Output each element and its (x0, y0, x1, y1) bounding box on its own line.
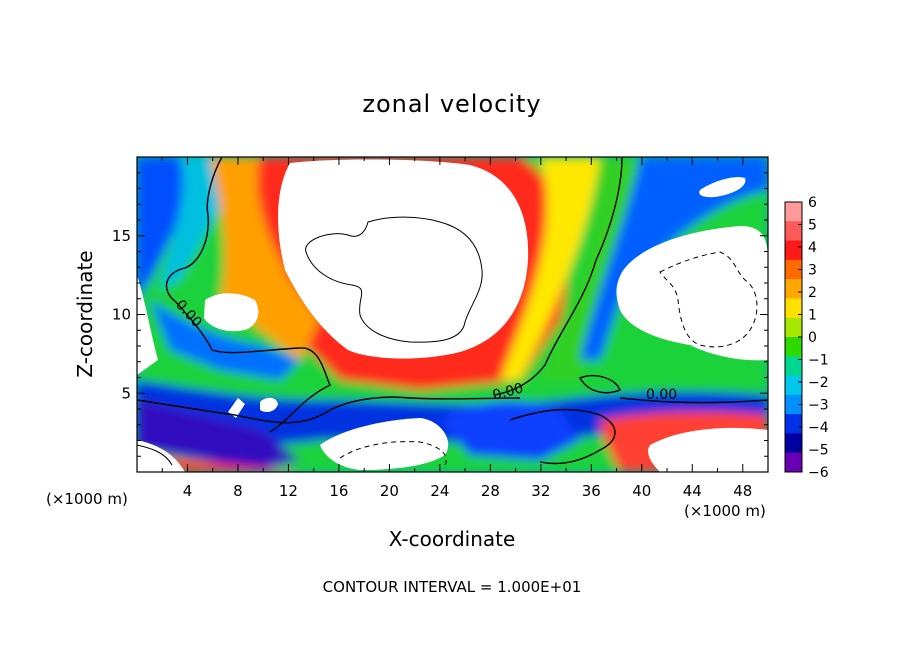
colorbar-swatch (785, 356, 802, 377)
saturated-regions (137, 159, 768, 472)
colorbar-tick-label: −1 (808, 353, 829, 369)
x-axis-label: X-coordinate (389, 527, 516, 551)
colorbar-swatch (785, 452, 802, 473)
contour-left-thin (137, 444, 173, 466)
contour-dashed-bottom (339, 441, 447, 466)
colorbar-tick-label: 6 (808, 195, 817, 211)
colorbar-swatch (785, 279, 802, 299)
thin-contours (137, 216, 483, 466)
colorbar-swatch (785, 317, 802, 338)
x-axis: 4 8 12 16 20 24 28 32 36 40 44 48 (161, 157, 752, 500)
field-midleft-blue (150, 300, 300, 380)
field-right-blue (580, 157, 768, 360)
contour-bottom-zero (137, 396, 521, 424)
dashed-contours (339, 251, 758, 466)
x-tick-label: 48 (733, 482, 752, 500)
white-region-right (616, 226, 768, 361)
field-lower-purple (137, 400, 300, 470)
x-tick-label: 16 (329, 482, 348, 500)
y-tick-label: 5 (121, 384, 131, 402)
white-patch-left2 (260, 397, 278, 412)
plot-area: 0.00 0.00 0.00 (136, 156, 769, 473)
contour-top-region (305, 216, 483, 343)
colorbar-tick-label: 4 (808, 240, 817, 256)
contour-label-right: 0.00 (646, 387, 677, 403)
field-right-green (540, 157, 650, 380)
x-unit-right: (×1000 m) (684, 502, 766, 520)
x-tick-label: 12 (279, 482, 298, 500)
zero-contours (137, 157, 768, 465)
colorbar-swatch (785, 240, 802, 261)
contour-interval-footer: CONTOUR INTERVAL = 1.000E+01 (323, 578, 582, 596)
colorbar-tick-label: 1 (808, 308, 817, 324)
colorbar-tick-label: −5 (808, 443, 829, 459)
y-tick-label: 15 (112, 227, 131, 245)
x-tick-label: 36 (582, 482, 601, 500)
colorbar-tick-label: −2 (808, 375, 829, 391)
x-tick-label: 32 (531, 482, 550, 500)
white-region-bottommid (320, 418, 449, 470)
colorbar-tick-label: −3 (808, 398, 829, 414)
contour-left-zero (165, 157, 331, 433)
x-tick-label: 20 (380, 482, 399, 500)
contour-mid-right-zero (578, 374, 621, 394)
colorbar-swatch (785, 298, 802, 319)
white-region-top (278, 159, 529, 359)
field-center-blue (440, 401, 580, 460)
y-tick-label: 10 (112, 306, 131, 324)
colorbar: 6 5 4 3 2 1 0 −1 −2 −3 −4 −5 −6 (784, 195, 829, 481)
colorbar-tick-label: −4 (808, 420, 829, 436)
white-ellipse-topright (699, 177, 746, 198)
x-tick-label: 4 (183, 482, 193, 500)
white-region-left (204, 293, 259, 332)
contour-right-band-zero (619, 397, 768, 404)
colorbar-swatch (785, 221, 802, 242)
white-slit-left (228, 398, 245, 418)
white-region-leftedge (137, 275, 158, 375)
y-axis-label: Z-coordinate (73, 250, 97, 377)
colorbar-tick-label: −6 (808, 465, 829, 481)
x-tick-label: 28 (481, 482, 500, 500)
x-unit-left: (×1000 m) (46, 490, 128, 508)
colorbar-tick-label: 5 (808, 218, 817, 234)
x-tick-label: 8 (233, 482, 243, 500)
y-axis: 5 10 15 (112, 172, 768, 457)
field-yellow-col (500, 157, 600, 380)
x-tick-label: 44 (683, 482, 702, 500)
x-tick-label: 40 (632, 482, 651, 500)
colorbar-swatch (785, 259, 802, 280)
contour-label-center: 0.00 (491, 380, 525, 404)
chart-title: zonal velocity (362, 90, 541, 118)
colorbar-tick-label: 0 (808, 330, 817, 346)
contour-center-zero (509, 408, 616, 465)
colorbar-swatch (785, 202, 802, 222)
colorbar-swatch (785, 337, 802, 357)
colorbar-swatch (785, 394, 802, 415)
contour-right-zero (494, 157, 623, 396)
colorbar-swatch (785, 433, 802, 454)
x-tick-label: 24 (430, 482, 449, 500)
colorbar-swatch (785, 414, 802, 434)
colorbar-tick-label: 3 (808, 263, 817, 279)
white-region-bottomright (648, 427, 768, 472)
colorbar-tick-label: 2 (808, 285, 817, 301)
contour-dashed-right (659, 251, 758, 348)
colorbar-swatch (785, 375, 802, 396)
